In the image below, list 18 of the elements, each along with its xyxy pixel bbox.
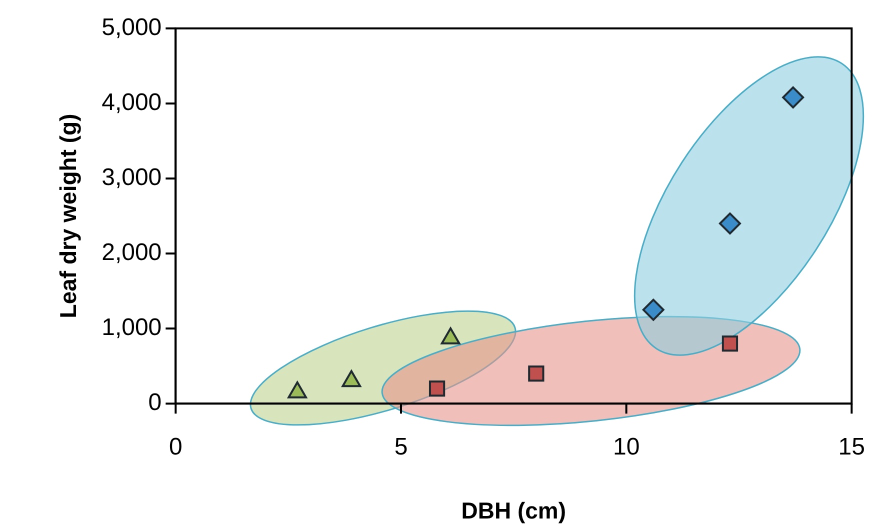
- point: [528, 366, 544, 382]
- x-tick-label: 5: [394, 434, 408, 461]
- y-tick-label: 1,000: [102, 314, 162, 342]
- y-axis-title: Leaf dry weight (g): [55, 114, 82, 318]
- y-tick-label: 5,000: [102, 14, 162, 42]
- point: [642, 298, 664, 321]
- x-tick-label: 10: [612, 434, 640, 461]
- point: [782, 86, 804, 108]
- y-tick-label: 4,000: [102, 89, 162, 116]
- y-tick-label: 0: [148, 389, 162, 416]
- y-tick-label: 2,000: [102, 239, 162, 266]
- point: [718, 212, 741, 235]
- point: [722, 335, 738, 352]
- point: [428, 380, 446, 397]
- x-axis-title: DBH (cm): [461, 498, 566, 524]
- x-tick-label: 0: [168, 434, 182, 461]
- y-tick-label: 3,000: [102, 164, 162, 192]
- x-tick-label: 15: [838, 434, 866, 461]
